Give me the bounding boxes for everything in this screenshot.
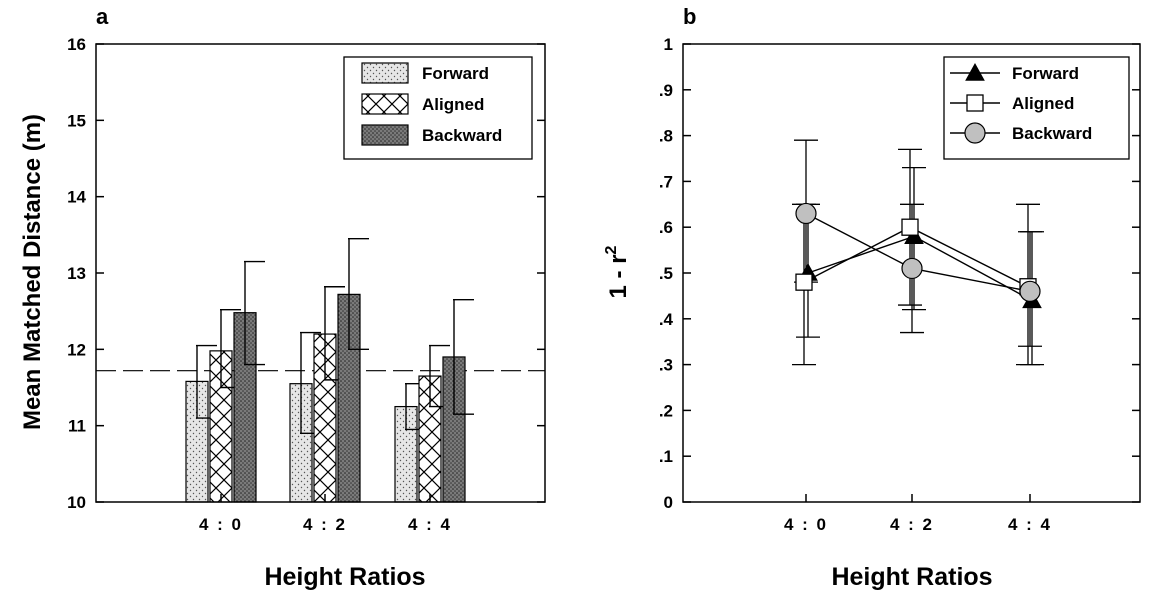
- b-y-tick-label: .1: [659, 447, 673, 466]
- a-legend-label-aligned: Aligned: [422, 95, 484, 114]
- b-y-tick-label: .5: [659, 264, 673, 283]
- a-y-tick-label: 10: [67, 493, 86, 512]
- a-y-tick-label: 13: [67, 264, 86, 283]
- b-y-tick-label: .7: [659, 172, 673, 191]
- b-y-tick-label: .9: [659, 81, 673, 100]
- a-legend-swatch-forward: [361, 62, 409, 84]
- a-legend-swatch-backward: [361, 124, 409, 146]
- a-y-ticks: 10 11 12 13 14 15 16: [67, 35, 545, 512]
- a-x-axis-label: Height Ratios: [264, 563, 425, 591]
- a-x-category-label: 4 : 2: [303, 515, 347, 534]
- b-point-backward: [901, 257, 923, 280]
- a-legend: Forward Aligned Backward: [343, 56, 533, 160]
- a-legend-swatch-aligned: [361, 93, 409, 115]
- b-legend-marker-aligned: [966, 94, 984, 112]
- b-x-axis-label: Height Ratios: [831, 563, 992, 591]
- b-legend-label-aligned: Aligned: [1012, 94, 1074, 113]
- b-series: [792, 139, 1044, 366]
- b-y-tick-label: .2: [659, 401, 673, 420]
- b-y-tick-label: .8: [659, 127, 673, 146]
- b-x-category-label: 4 : 2: [890, 515, 934, 534]
- b-plot-frame: [682, 43, 1141, 503]
- b-point-aligned: [795, 273, 813, 291]
- b-y-tick-label: .6: [659, 218, 673, 237]
- a-y-tick-label: 12: [67, 340, 86, 359]
- b-x-category-label: 4 : 4: [1008, 515, 1052, 534]
- b-y-tick-label: .4: [659, 310, 674, 329]
- a-y-tick-label: 16: [67, 35, 86, 54]
- b-y-axis-label-main: 1 - r: [605, 254, 632, 298]
- a-legend-label-backward: Backward: [422, 126, 502, 145]
- a-x-category-label: 4 : 0: [199, 515, 243, 534]
- b-legend: Forward Aligned Backward: [943, 56, 1130, 160]
- b-y-tick-label: 0: [664, 493, 673, 512]
- a-legend-label-forward: Forward: [422, 64, 489, 83]
- a-x-category-label: 4 : 4: [408, 515, 452, 534]
- b-y-tick-label: .3: [659, 356, 673, 375]
- b-legend-marker-backward: [964, 122, 986, 144]
- a-x-categories: 4 : 0 4 : 2 4 : 4: [199, 494, 452, 534]
- b-point-backward: [795, 202, 817, 225]
- a-y-axis-label: Mean Matched Distance (m): [19, 114, 46, 430]
- a-y-tick-label: 14: [67, 188, 86, 207]
- a-y-tick-label: 15: [67, 111, 86, 130]
- b-x-categories: 4 : 0 4 : 2 4 : 4: [784, 494, 1052, 534]
- panel-a: a Mean Matched Distance (m) Height Ratio…: [19, 4, 546, 591]
- b-legend-label-backward: Backward: [1012, 124, 1092, 143]
- panel-b: b 1 - r2 Height Ratios 0 .1 .2 .3 .4 .5 .6 .7 .8…: [603, 4, 1141, 591]
- b-y-tick-label: 1: [664, 35, 673, 54]
- a-y-tick-label: 11: [68, 417, 86, 436]
- panel-letter-a: a: [96, 4, 109, 29]
- b-point-backward: [1019, 280, 1041, 302]
- b-y-axis-label-superscript: 2: [603, 245, 620, 254]
- a-bars: [185, 237, 474, 503]
- b-y-axis-label: 1 - r2: [603, 245, 632, 298]
- panel-letter-b: b: [683, 4, 696, 29]
- b-point-aligned: [901, 218, 919, 236]
- b-legend-marker-forward: [965, 62, 985, 81]
- b-legend-label-forward: Forward: [1012, 64, 1079, 83]
- a-plot-frame: [95, 43, 546, 503]
- b-x-category-label: 4 : 0: [784, 515, 828, 534]
